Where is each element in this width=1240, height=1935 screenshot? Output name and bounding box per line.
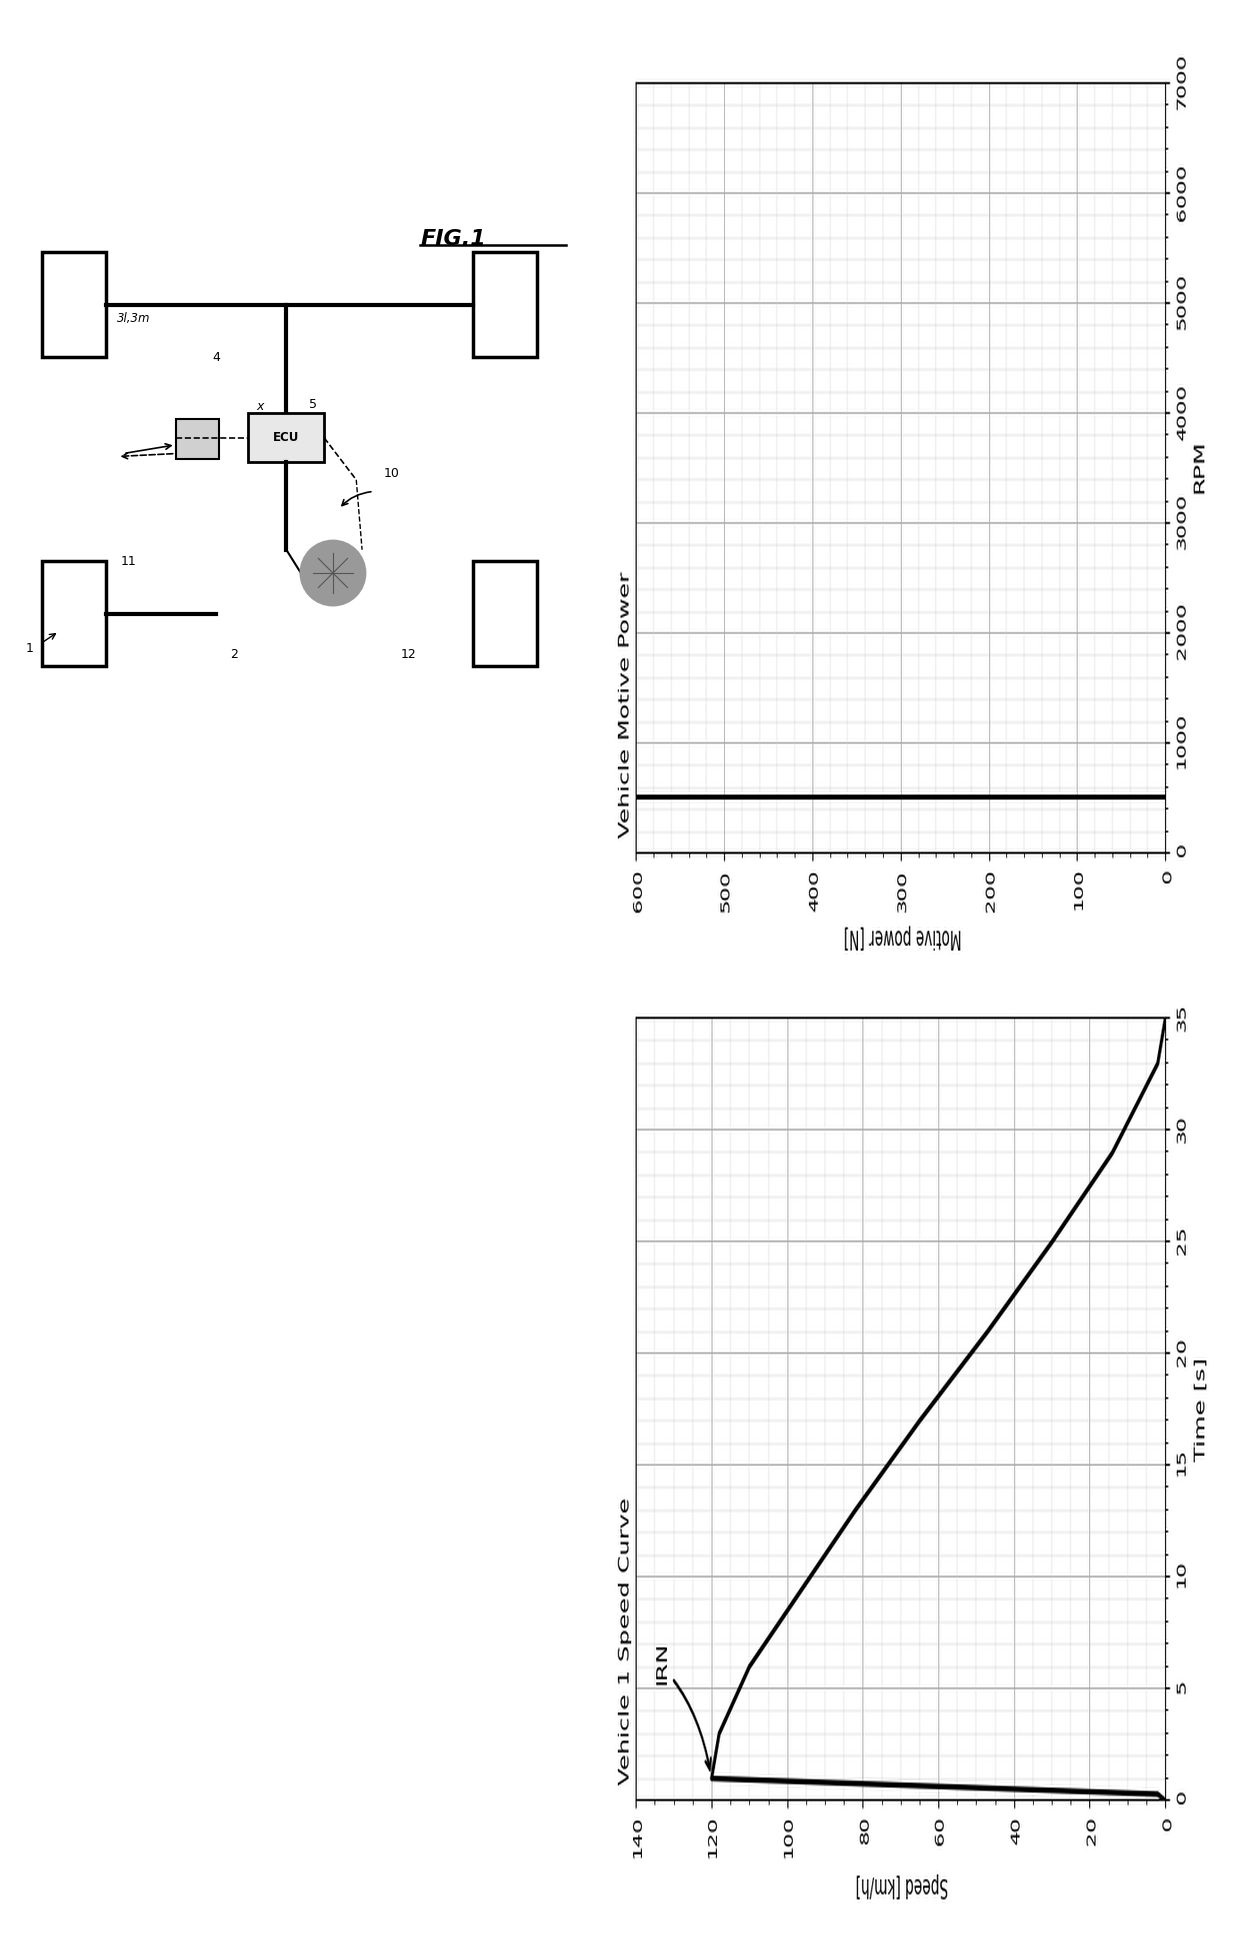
Text: 11: 11 [122, 555, 136, 567]
Text: 2: 2 [229, 648, 238, 662]
Text: FIG.3: FIG.3 [1110, 1004, 1176, 1026]
Text: ECU: ECU [273, 432, 300, 445]
Text: 3l,3m: 3l,3m [118, 312, 151, 325]
Text: 1: 1 [26, 642, 33, 656]
Text: 12: 12 [401, 648, 417, 662]
Bar [472, 252, 537, 358]
Text: FIG.1: FIG.1 [420, 228, 486, 250]
Text: 5: 5 [309, 397, 316, 410]
Text: 4: 4 [212, 350, 221, 364]
Bar [472, 561, 537, 666]
Circle shape [301, 542, 365, 606]
Bar [176, 418, 219, 459]
Bar [42, 252, 105, 358]
Bar [248, 412, 324, 462]
Bar [42, 561, 105, 666]
Text: 10: 10 [383, 468, 399, 480]
Text: x: x [257, 401, 264, 414]
